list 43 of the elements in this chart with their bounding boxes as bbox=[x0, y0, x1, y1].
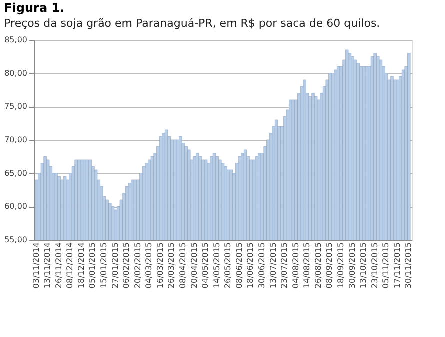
y-tick-label: 75,00 bbox=[4, 102, 28, 112]
y-tick-label: 65,00 bbox=[4, 168, 28, 178]
x-tick-label: 04/03/2015 bbox=[144, 242, 154, 289]
x-tick-label: 14/08/2015 bbox=[302, 242, 312, 289]
x-tick-label: 05/11/2015 bbox=[382, 242, 391, 289]
y-tick-label: 80,00 bbox=[4, 68, 28, 78]
x-tick-label: 14/05/2015 bbox=[212, 242, 222, 289]
chart-subtitle: Preços da soja grão em Paranaguá-PR, em R$ por saca de 60 quilos. bbox=[4, 17, 380, 30]
x-tick-label: 08/12/2014 bbox=[66, 242, 75, 289]
x-tick-label: 18/09/2015 bbox=[336, 242, 346, 289]
x-tick-label: 26/05/2015 bbox=[224, 242, 233, 289]
y-tick-label: 70,00 bbox=[4, 136, 28, 144]
x-tick-label: 13/10/2015 bbox=[359, 242, 368, 289]
x-tick-label: 08/06/2015 bbox=[234, 242, 244, 289]
x-tick-label: 30/09/2015 bbox=[348, 242, 357, 289]
x-tick-label: 04/05/2015 bbox=[201, 242, 210, 289]
y-tick-label: 55,00 bbox=[4, 236, 28, 244]
x-tick-label: 03/11/2014 bbox=[32, 242, 41, 289]
x-tick-label: 13/07/2015 bbox=[268, 242, 278, 289]
x-tick-label: 20/04/2015 bbox=[190, 242, 199, 289]
x-tick-label: 20/02/2015 bbox=[133, 242, 142, 289]
x-tick-label: 30/06/2015 bbox=[257, 242, 266, 289]
x-tick-label: 06/02/2015 bbox=[122, 242, 132, 289]
x-tick-label: 23/10/2015 bbox=[370, 242, 380, 289]
x-tick-label: 08/04/2015 bbox=[178, 242, 188, 289]
y-tick-label: 60,00 bbox=[4, 202, 28, 212]
x-tick-label: 05/01/2015 bbox=[88, 242, 98, 289]
chart-title: Figura 1. bbox=[4, 1, 65, 15]
x-tick-label: 27/01/2015 bbox=[110, 242, 120, 289]
x-tick-label: 16/03/2015 bbox=[156, 242, 165, 289]
y-tick-label: 85,00 bbox=[4, 36, 28, 44]
x-tick-label: 23/07/2015 bbox=[280, 242, 290, 289]
x-tick-label: 18/06/2015 bbox=[246, 242, 256, 289]
x-tick-label: 15/01/2015 bbox=[100, 242, 109, 289]
x-tick-label: 17/11/2015 bbox=[392, 242, 402, 289]
x-tick-label: 26/08/2015 bbox=[314, 242, 323, 289]
x-tick-label: 13/11/2014 bbox=[43, 242, 52, 289]
x-tick-label: 08/09/2015 bbox=[325, 242, 334, 289]
x-tick-label: 18/12/2014 bbox=[76, 242, 86, 289]
x-tick-label: 04/08/2015 bbox=[291, 242, 300, 289]
x-tick-label: 30/11/2015 bbox=[404, 242, 414, 289]
x-tick-label: 26/03/2015 bbox=[167, 242, 176, 289]
x-tick-label: 26/11/2014 bbox=[54, 242, 64, 289]
